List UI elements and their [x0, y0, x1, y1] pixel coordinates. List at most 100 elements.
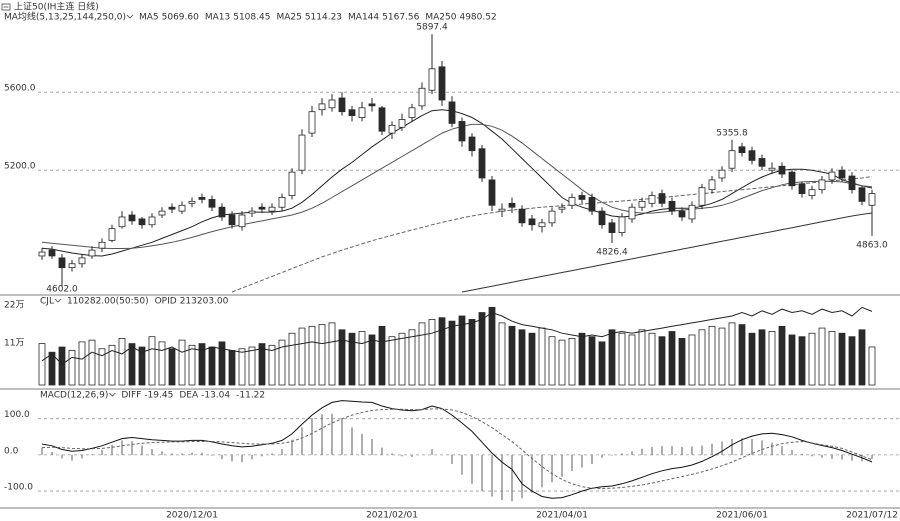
candle-body: [528, 218, 536, 226]
candle-body: [858, 187, 866, 202]
candle-body: [128, 214, 136, 222]
volume-bar: [358, 331, 366, 386]
legend-value: -13.04: [201, 391, 230, 401]
volume-bar: [578, 332, 586, 386]
volume-bar: [78, 341, 86, 386]
legend-value: -11.22: [236, 391, 265, 401]
candle-body: [728, 150, 736, 169]
legend-name: MA250: [425, 13, 456, 23]
volume-bar: [688, 334, 696, 386]
volume-bar: [638, 329, 646, 386]
candle-body: [668, 200, 676, 212]
indicator-line: [41, 109, 873, 257]
volume-bar: [748, 332, 756, 386]
y-tick-label: 22万: [4, 301, 24, 311]
volume-bar: [728, 322, 736, 386]
candle-body: [598, 210, 606, 226]
candle-body: [418, 87, 426, 107]
candle-body: [368, 103, 376, 107]
volume-bar: [418, 322, 426, 386]
volume-bar: [98, 348, 106, 386]
candle-body: [478, 148, 486, 179]
candle-body: [48, 249, 56, 257]
candle-body: [338, 97, 346, 113]
candle-body: [798, 183, 806, 194]
volume-bar: [498, 322, 506, 386]
candle-body: [438, 66, 446, 101]
candle-body: [238, 214, 246, 228]
indicator-name: CJL: [40, 297, 54, 307]
volume-bar: [548, 336, 556, 386]
candle-body: [228, 214, 236, 226]
volume-bar: [588, 336, 596, 386]
volume-bar: [188, 344, 196, 386]
candle-body: [168, 206, 176, 210]
candle-body: [518, 208, 526, 224]
candle-body: [108, 228, 116, 241]
indicator-line: [41, 408, 873, 490]
volume-bar: [258, 343, 266, 386]
volume-bar: [668, 331, 676, 386]
volume-bar: [278, 339, 286, 386]
volume-bar: [568, 338, 576, 386]
volume-bar: [448, 320, 456, 386]
volume-bar: [858, 329, 866, 386]
candle-body: [408, 107, 416, 118]
volume-bar: [388, 336, 396, 386]
volume-bar: [558, 339, 566, 386]
volume-bar: [658, 336, 666, 386]
candle-body: [718, 169, 726, 179]
candle-body: [318, 103, 326, 111]
candle-body: [208, 199, 216, 208]
candle-body: [58, 257, 66, 269]
indicator-name: MACD(12,26,9): [40, 391, 108, 401]
y-tick-label: -100.0: [4, 483, 33, 493]
candle-body: [258, 206, 266, 210]
volume-bar: [38, 343, 46, 386]
candle-body: [458, 121, 466, 142]
dropdown-chevron: [54, 298, 62, 303]
candle-body: [508, 202, 516, 208]
volume-bar: [698, 329, 706, 386]
volume-bar: [508, 325, 516, 386]
legend-value: 213203.00: [180, 297, 229, 307]
y-tick-label: 5600.0: [4, 84, 36, 94]
x-tick-label: 2021/02/01: [366, 511, 418, 521]
volume-bar: [138, 346, 146, 386]
volume-bar: [328, 322, 336, 386]
volume-bar: [378, 325, 386, 386]
volume-bar: [238, 348, 246, 386]
candle-body: [698, 187, 706, 206]
volume-bar: [848, 336, 856, 386]
candle-body: [708, 179, 716, 191]
candle-body: [818, 179, 826, 191]
candle-body: [38, 251, 46, 257]
candle-body: [768, 167, 776, 171]
volume-bar: [438, 317, 446, 386]
volume-bar: [158, 341, 166, 386]
volume-bar: [838, 332, 846, 386]
candle-body: [188, 200, 196, 204]
legend-name: MA5: [139, 13, 159, 23]
volume-bar: [68, 350, 76, 386]
candle-body: [628, 206, 636, 220]
indicator-line: [231, 176, 873, 293]
volume-bar: [348, 332, 356, 386]
candle-body: [648, 195, 656, 204]
candle-body: [838, 169, 846, 179]
collapse-icon[interactable]: [1, 3, 11, 11]
indicator-line: [461, 212, 873, 293]
volume-bar: [48, 351, 56, 386]
candle-body: [328, 99, 336, 109]
legend-value: 5114.23: [305, 13, 342, 23]
volume-bar: [538, 327, 546, 386]
volume-bar: [628, 334, 636, 386]
volume-bar: [678, 338, 686, 386]
volume-bar: [798, 336, 806, 386]
candle-body: [558, 206, 566, 210]
volume-bar: [178, 339, 186, 386]
volume-bar: [268, 344, 276, 386]
x-tick-label: 2021/04/01: [536, 511, 588, 521]
candle-body: [778, 165, 786, 175]
